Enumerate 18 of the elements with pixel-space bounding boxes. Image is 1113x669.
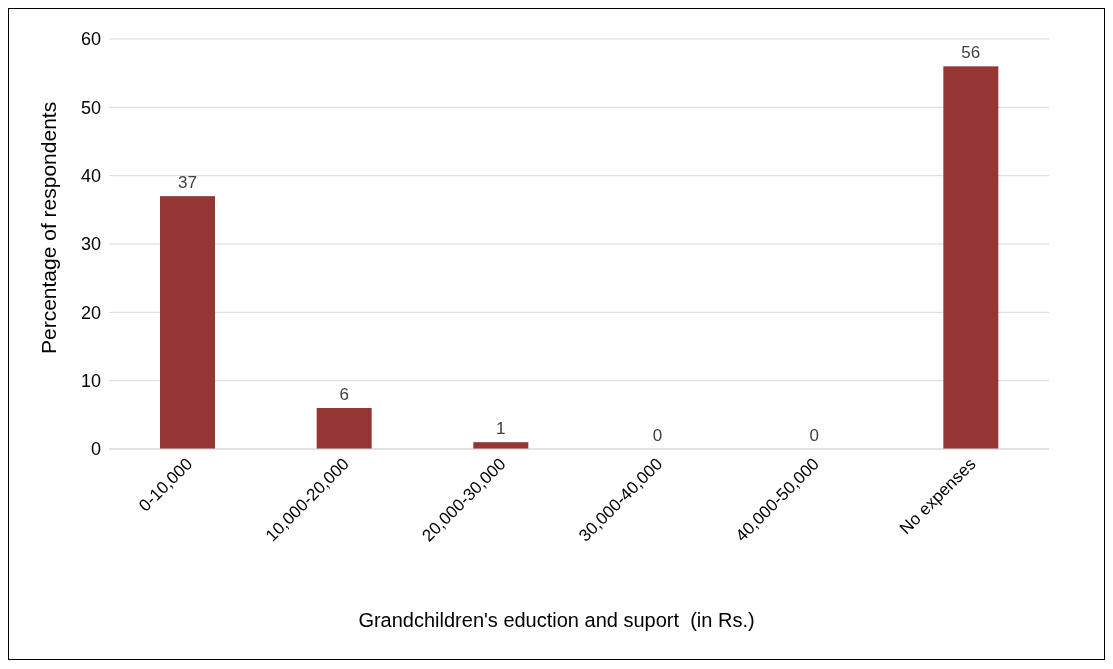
y-tick-label: 50 <box>80 97 101 118</box>
y-axis-title: Percentage of respondents <box>37 101 61 354</box>
y-tick-label: 0 <box>90 439 101 460</box>
bar <box>943 66 999 449</box>
y-tick-label: 10 <box>80 371 101 392</box>
y-tick-label: 20 <box>80 302 101 323</box>
x-axis-title: Grandchildren's eduction and suport (in Rs.) <box>357 609 756 632</box>
y-tick-label: 40 <box>80 166 101 187</box>
data-label: 1 <box>496 419 506 439</box>
data-label: 0 <box>652 426 663 445</box>
data-label: 0 <box>809 426 819 445</box>
y-tick-label: 60 <box>80 29 101 50</box>
y-tick-label: 30 <box>80 234 101 255</box>
data-label: 37 <box>178 173 197 193</box>
data-label: 6 <box>339 385 349 404</box>
bar <box>160 196 215 449</box>
data-label: 56 <box>961 43 981 63</box>
bar <box>316 408 372 449</box>
